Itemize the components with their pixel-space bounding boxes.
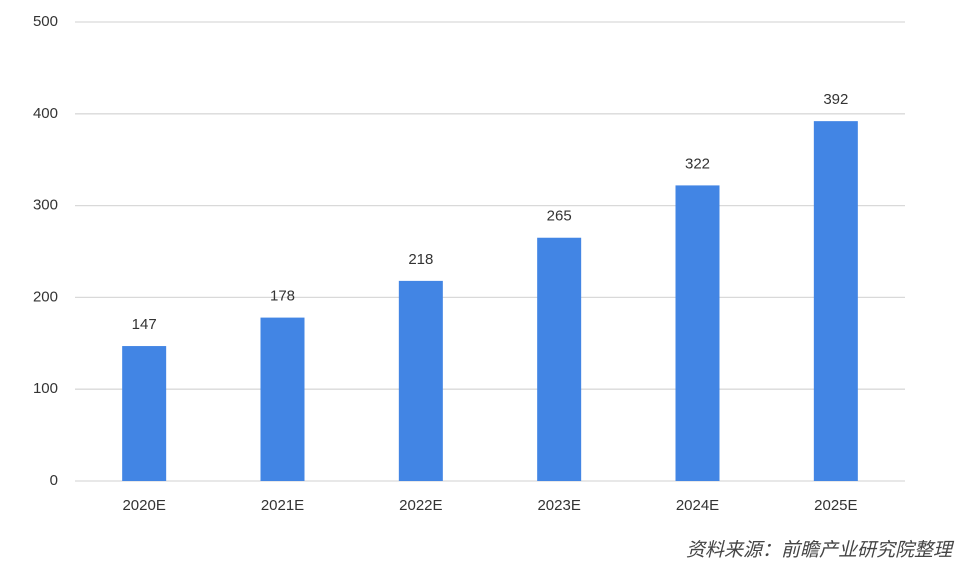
y-tick-label: 400	[33, 105, 58, 122]
bar	[122, 346, 167, 481]
x-tick-label: 2022E	[399, 497, 442, 514]
x-tick-label: 2023E	[537, 497, 580, 514]
bar	[675, 185, 720, 482]
source-note: 资料来源：前瞻产业研究院整理	[686, 539, 955, 561]
data-label: 218	[408, 251, 433, 268]
data-label: 147	[132, 316, 157, 333]
y-tick-label: 300	[33, 197, 58, 214]
bar	[398, 280, 443, 481]
x-tick-label: 2025E	[814, 497, 857, 514]
y-tick-label: 0	[50, 472, 58, 489]
bar	[537, 237, 582, 481]
x-tick-label: 2021E	[261, 497, 304, 514]
bar	[260, 317, 305, 481]
x-tick-label: 2024E	[676, 497, 719, 514]
data-label: 392	[823, 91, 848, 108]
data-label: 265	[547, 208, 572, 225]
y-tick-label: 200	[33, 288, 58, 305]
x-tick-label: 2020E	[122, 497, 165, 514]
bar	[813, 121, 858, 482]
y-tick-label: 100	[33, 380, 58, 397]
y-tick-label: 500	[33, 13, 58, 30]
data-label: 322	[685, 155, 710, 172]
data-label: 178	[270, 288, 295, 305]
